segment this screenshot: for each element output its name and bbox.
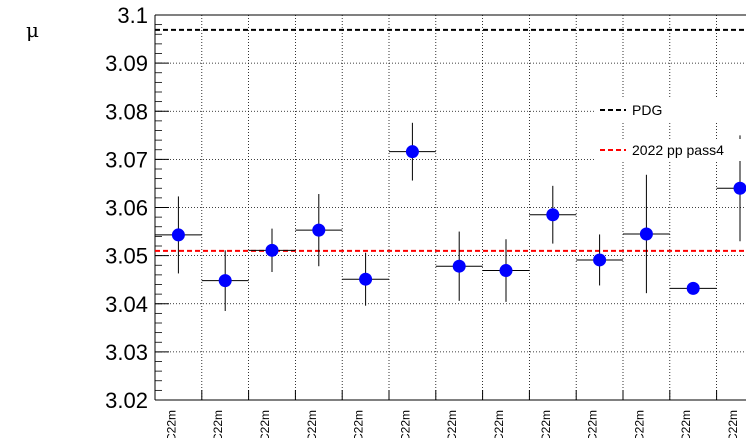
x-tick-label: LHC22m [539,410,553,438]
data-point [265,243,279,257]
y-tick-label: 3.05 [105,244,148,269]
x-tick-label: LHC22m [445,410,459,438]
y-tick-label: 3.09 [105,51,148,76]
x-tick-label: LHC22m [164,410,178,438]
data-point [359,272,373,286]
y-tick-label: 3.03 [105,340,148,365]
data-point [639,227,653,241]
data-point [452,259,466,273]
data-point [499,264,513,278]
data-point [546,208,560,222]
x-tick-label: LHC22m [726,410,740,438]
x-tick-label: LHC22m [211,410,225,438]
x-tick-label: LHC22m [679,410,693,438]
x-tick-label: LHC22m [258,410,272,438]
y-tick-label: 3.07 [105,147,148,172]
data-point [686,281,700,295]
y-tick-label: 3.06 [105,196,148,221]
x-tick-label: LHC22m [352,410,366,438]
x-tick-label: LHC22m [492,410,506,438]
y-tick-label: 3.1 [117,3,148,28]
legend-entry: 2022 pp pass4 [632,142,724,158]
data-point [171,228,185,242]
x-tick-label: LHC22m [586,410,600,438]
y-tick-label: 3.04 [105,292,148,317]
y-tick-label: 3.02 [105,388,148,413]
legend-background [596,99,746,121]
y-tick-label: 3.08 [105,99,148,124]
data-point [218,274,232,288]
legend-background [596,139,746,161]
data-point [733,181,746,195]
data-point [405,145,419,159]
x-tick-label: LHC22m [305,410,319,438]
data-point [312,223,326,237]
x-tick-label: LHC22m [398,410,412,438]
legend-entry: PDG [632,102,662,118]
data-point [593,253,607,267]
x-tick-label: LHC22m [632,410,646,438]
y-axis-label: μ [26,18,39,42]
